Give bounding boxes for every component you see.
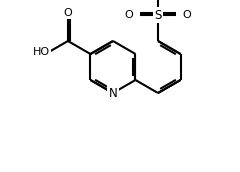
Text: N: N: [108, 87, 117, 99]
Text: HO: HO: [33, 47, 50, 57]
Text: O: O: [125, 10, 133, 20]
Text: S: S: [154, 8, 162, 22]
Text: O: O: [64, 8, 72, 18]
Text: O: O: [183, 10, 191, 20]
